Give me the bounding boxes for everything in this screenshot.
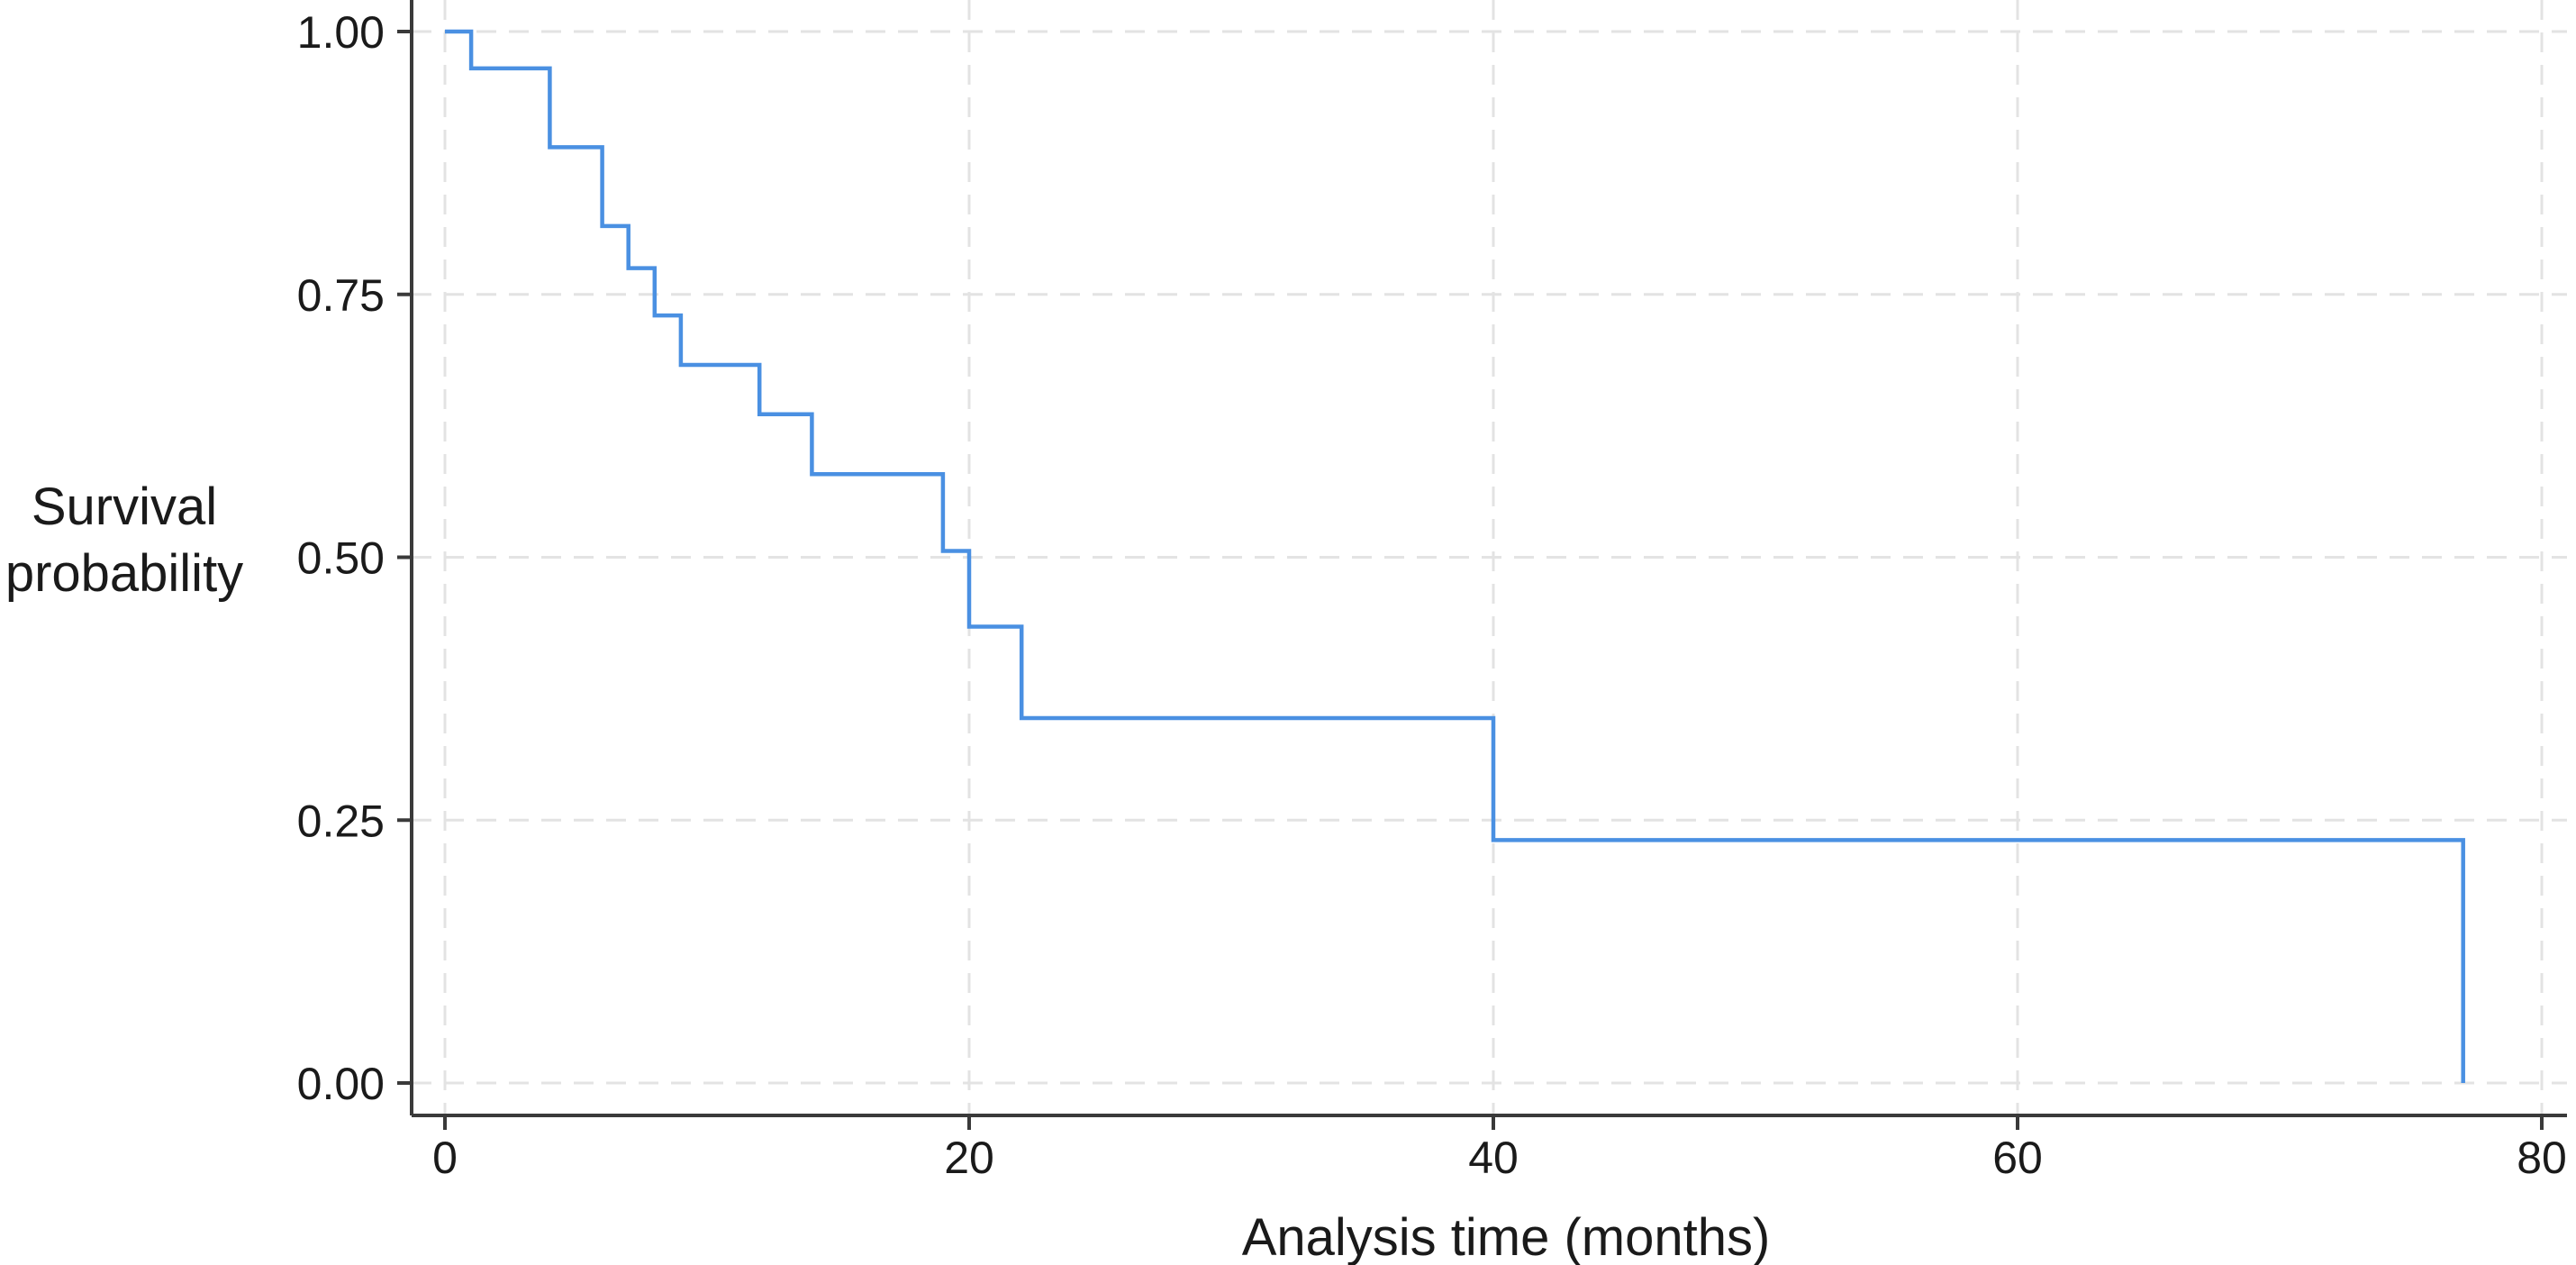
y-tick-label: 0.25 — [297, 796, 385, 846]
x-tick-label: 80 — [2517, 1133, 2567, 1183]
grid-lines — [412, 0, 2567, 1115]
x-tick-label: 20 — [944, 1133, 994, 1183]
x-axis-tick-labels: 0 20 40 60 80 — [432, 1133, 2567, 1183]
y-axis-title-line-2: probability — [5, 544, 243, 603]
x-tick-label: 0 — [432, 1133, 458, 1183]
x-tick-label: 60 — [1992, 1133, 2043, 1183]
x-axis-title: Analysis time (months) — [1242, 1208, 1771, 1265]
axes — [397, 0, 2567, 1130]
y-axis-title-line-1: Survival — [32, 478, 217, 536]
y-tick-label: 1.00 — [297, 7, 385, 58]
y-tick-label: 0.00 — [297, 1059, 385, 1109]
y-tick-label: 0.75 — [297, 270, 385, 321]
x-tick-label: 40 — [1468, 1133, 1519, 1183]
y-tick-label: 0.50 — [297, 533, 385, 584]
y-axis-tick-labels: 0.00 0.25 0.50 0.75 1.00 — [297, 7, 385, 1109]
survival-step-line — [445, 29, 2465, 1083]
curves — [445, 29, 2465, 1083]
